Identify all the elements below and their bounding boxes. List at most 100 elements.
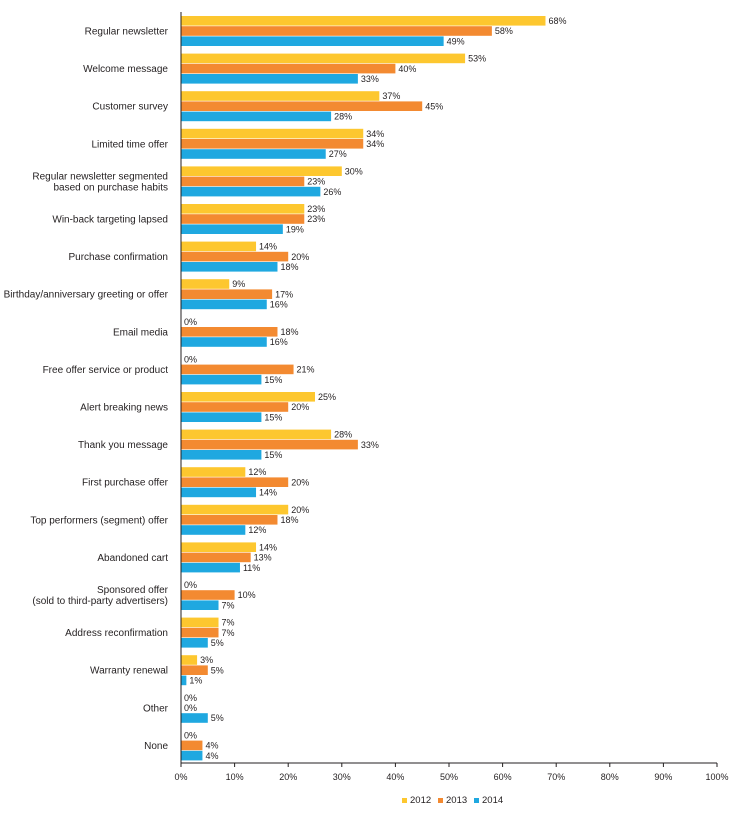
x-tick-label-80: 80% bbox=[601, 772, 619, 782]
x-tick-label-90: 90% bbox=[654, 772, 672, 782]
value-label-free-offer-service-or-product-2013: 21% bbox=[297, 365, 315, 375]
bar-customer-survey-2014 bbox=[181, 111, 332, 122]
category-label-none: None bbox=[144, 741, 168, 752]
legend-swatch-2012 bbox=[402, 798, 407, 803]
value-label-sponsored-offer-sold-to-third-party-advertisers-2012: 0% bbox=[184, 580, 197, 590]
bar-birthday-anniversary-greeting-or-offer-2012 bbox=[181, 279, 230, 289]
category-label-sponsored-offer-sold-to-third-party-advertisers: Sponsored offer (sold to third-party adve… bbox=[32, 585, 168, 607]
bar-top-performers-segment-offer-2013 bbox=[181, 515, 278, 525]
legend-label-2013: 2013 bbox=[446, 795, 467, 806]
bar-regular-newsletter-2013 bbox=[181, 26, 492, 36]
value-label-first-purchase-offer-2014: 14% bbox=[259, 488, 277, 498]
value-label-abandoned-cart-2013: 13% bbox=[254, 553, 272, 563]
value-label-sponsored-offer-sold-to-third-party-advertisers-2014: 7% bbox=[222, 600, 235, 610]
bar-customer-survey-2013 bbox=[181, 101, 423, 111]
value-label-warranty-renewal-2013: 5% bbox=[211, 665, 224, 675]
value-label-birthday-anniversary-greeting-or-offer-2012: 9% bbox=[232, 279, 245, 289]
bar-none-2014 bbox=[181, 750, 203, 761]
x-tick-label-100: 100% bbox=[705, 772, 728, 782]
x-tick-label-60: 60% bbox=[494, 772, 512, 782]
bar-thank-you-message-2014 bbox=[181, 450, 262, 460]
value-label-thank-you-message-2013: 33% bbox=[361, 440, 379, 450]
bar-top-performers-segment-offer-2012 bbox=[181, 504, 289, 515]
value-label-top-performers-segment-offer-2012: 20% bbox=[291, 505, 309, 515]
bar-regular-newsletter-segmented-based-on-purchase-habits-2013 bbox=[181, 176, 305, 187]
value-label-warranty-renewal-2012: 3% bbox=[200, 655, 213, 665]
value-label-win-back-targeting-lapsed-2012: 23% bbox=[307, 204, 325, 214]
value-label-other-2013: 0% bbox=[184, 703, 197, 713]
bar-alert-breaking-news-2013 bbox=[181, 402, 289, 412]
x-tick-label-70: 70% bbox=[547, 772, 565, 782]
bar-regular-newsletter-segmented-based-on-purchase-habits-2012 bbox=[181, 166, 342, 176]
bar-limited-time-offer-2013 bbox=[181, 139, 364, 149]
category-label-free-offer-service-or-product: Free offer service or product bbox=[43, 365, 169, 376]
value-label-free-offer-service-or-product-2014: 15% bbox=[264, 375, 282, 385]
value-label-address-reconfirmation-2013: 7% bbox=[222, 628, 235, 638]
bar-warranty-renewal-2012 bbox=[181, 655, 198, 665]
value-label-purchase-confirmation-2013: 20% bbox=[291, 252, 309, 262]
bar-first-purchase-offer-2014 bbox=[181, 487, 257, 498]
bar-win-back-targeting-lapsed-2014 bbox=[181, 224, 283, 234]
category-label-customer-survey: Customer survey bbox=[92, 102, 168, 113]
value-label-top-performers-segment-offer-2014: 12% bbox=[248, 525, 266, 535]
value-label-welcome-message-2012: 53% bbox=[468, 54, 486, 64]
value-label-address-reconfirmation-2012: 7% bbox=[222, 618, 235, 628]
value-label-sponsored-offer-sold-to-third-party-advertisers-2013: 10% bbox=[238, 590, 256, 600]
value-label-birthday-anniversary-greeting-or-offer-2014: 16% bbox=[270, 300, 288, 310]
bar-warranty-renewal-2013 bbox=[181, 665, 208, 675]
bar-purchase-confirmation-2013 bbox=[181, 251, 289, 262]
bar-birthday-anniversary-greeting-or-offer-2014 bbox=[181, 299, 267, 310]
x-tick-label-50: 50% bbox=[440, 772, 458, 782]
value-label-alert-breaking-news-2013: 20% bbox=[291, 402, 309, 412]
category-label-other: Other bbox=[143, 703, 169, 714]
value-label-thank-you-message-2014: 15% bbox=[264, 450, 282, 460]
category-label-win-back-targeting-lapsed: Win-back targeting lapsed bbox=[52, 215, 168, 226]
bar-first-purchase-offer-2013 bbox=[181, 477, 289, 487]
bar-thank-you-message-2012 bbox=[181, 429, 332, 440]
bar-regular-newsletter-segmented-based-on-purchase-habits-2014 bbox=[181, 186, 321, 197]
bar-alert-breaking-news-2012 bbox=[181, 392, 315, 402]
bar-purchase-confirmation-2012 bbox=[181, 241, 257, 252]
legend-label-2012: 2012 bbox=[410, 795, 431, 806]
legend-swatch-2013 bbox=[438, 798, 443, 803]
value-label-birthday-anniversary-greeting-or-offer-2013: 17% bbox=[275, 289, 293, 299]
x-tick-label-40: 40% bbox=[386, 772, 404, 782]
value-label-none-2012: 0% bbox=[184, 730, 197, 740]
value-label-none-2013: 4% bbox=[205, 741, 218, 751]
bar-first-purchase-offer-2012 bbox=[181, 467, 246, 477]
bar-purchase-confirmation-2014 bbox=[181, 262, 278, 272]
value-label-regular-newsletter-2013: 58% bbox=[495, 26, 513, 36]
value-label-alert-breaking-news-2014: 15% bbox=[264, 412, 282, 422]
bar-limited-time-offer-2014 bbox=[181, 149, 326, 159]
bar-none-2013 bbox=[181, 740, 203, 751]
category-label-top-performers-segment-offer: Top performers (segment) offer bbox=[30, 515, 168, 526]
value-label-limited-time-offer-2014: 27% bbox=[329, 149, 347, 159]
value-label-warranty-renewal-2014: 1% bbox=[189, 676, 202, 686]
category-label-alert-breaking-news: Alert breaking news bbox=[80, 403, 168, 414]
value-label-email-media-2013: 18% bbox=[280, 327, 298, 337]
bar-birthday-anniversary-greeting-or-offer-2013 bbox=[181, 289, 273, 299]
category-label-welcome-message: Welcome message bbox=[83, 64, 168, 75]
value-label-first-purchase-offer-2012: 12% bbox=[248, 467, 266, 477]
value-label-abandoned-cart-2014: 11% bbox=[243, 563, 260, 573]
bar-limited-time-offer-2012 bbox=[181, 128, 364, 139]
category-label-birthday-anniversary-greeting-or-offer: Birthday/anniversary greeting or offer bbox=[4, 290, 169, 301]
bar-customer-survey-2012 bbox=[181, 91, 380, 101]
value-label-welcome-message-2013: 40% bbox=[398, 64, 416, 74]
value-labels-layer: 68%58%49%53%40%33%37%45%28%34%34%27%30%2… bbox=[184, 16, 566, 761]
value-label-free-offer-service-or-product-2012: 0% bbox=[184, 354, 197, 364]
bar-regular-newsletter-2014 bbox=[181, 36, 444, 46]
category-label-abandoned-cart: Abandoned cart bbox=[97, 553, 168, 564]
category-label-first-purchase-offer: First purchase offer bbox=[82, 478, 169, 489]
category-label-purchase-confirmation: Purchase confirmation bbox=[69, 252, 169, 263]
category-label-address-reconfirmation: Address reconfirmation bbox=[65, 628, 168, 639]
bars-layer bbox=[181, 16, 546, 761]
x-tick-label-0: 0% bbox=[174, 772, 187, 782]
category-label-warranty-renewal: Warranty renewal bbox=[90, 666, 168, 677]
bar-welcome-message-2013 bbox=[181, 63, 396, 74]
bar-alert-breaking-news-2014 bbox=[181, 412, 262, 422]
bar-win-back-targeting-lapsed-2013 bbox=[181, 214, 305, 224]
value-label-regular-newsletter-2014: 49% bbox=[447, 36, 465, 46]
bar-sponsored-offer-sold-to-third-party-advertisers-2013 bbox=[181, 590, 235, 600]
